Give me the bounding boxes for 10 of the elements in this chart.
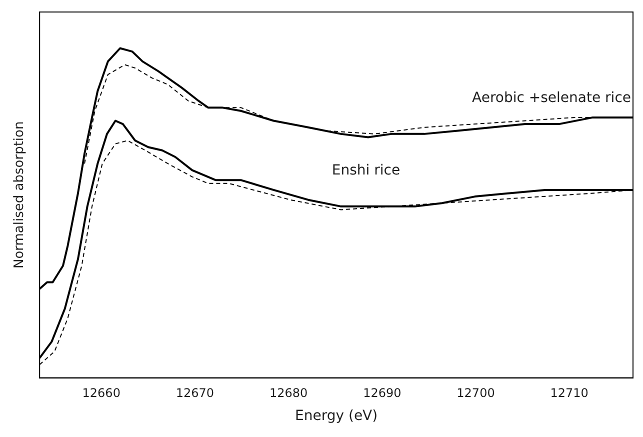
series-label: Enshi rice: [332, 162, 400, 179]
x-tick-label: 12660: [82, 386, 120, 400]
x-tick-label: 12670: [176, 386, 214, 400]
y-axis-title: Normalised absorption: [12, 121, 28, 269]
series-label: Aerobic +selenate rice: [472, 90, 631, 106]
x-tick-label: 12710: [550, 386, 588, 400]
x-tick-label: 12690: [363, 386, 402, 400]
x-tick-label: 12680: [269, 386, 308, 400]
x-tick-label: 12700: [456, 386, 495, 400]
x-axis-title: Energy (eV): [295, 408, 378, 424]
